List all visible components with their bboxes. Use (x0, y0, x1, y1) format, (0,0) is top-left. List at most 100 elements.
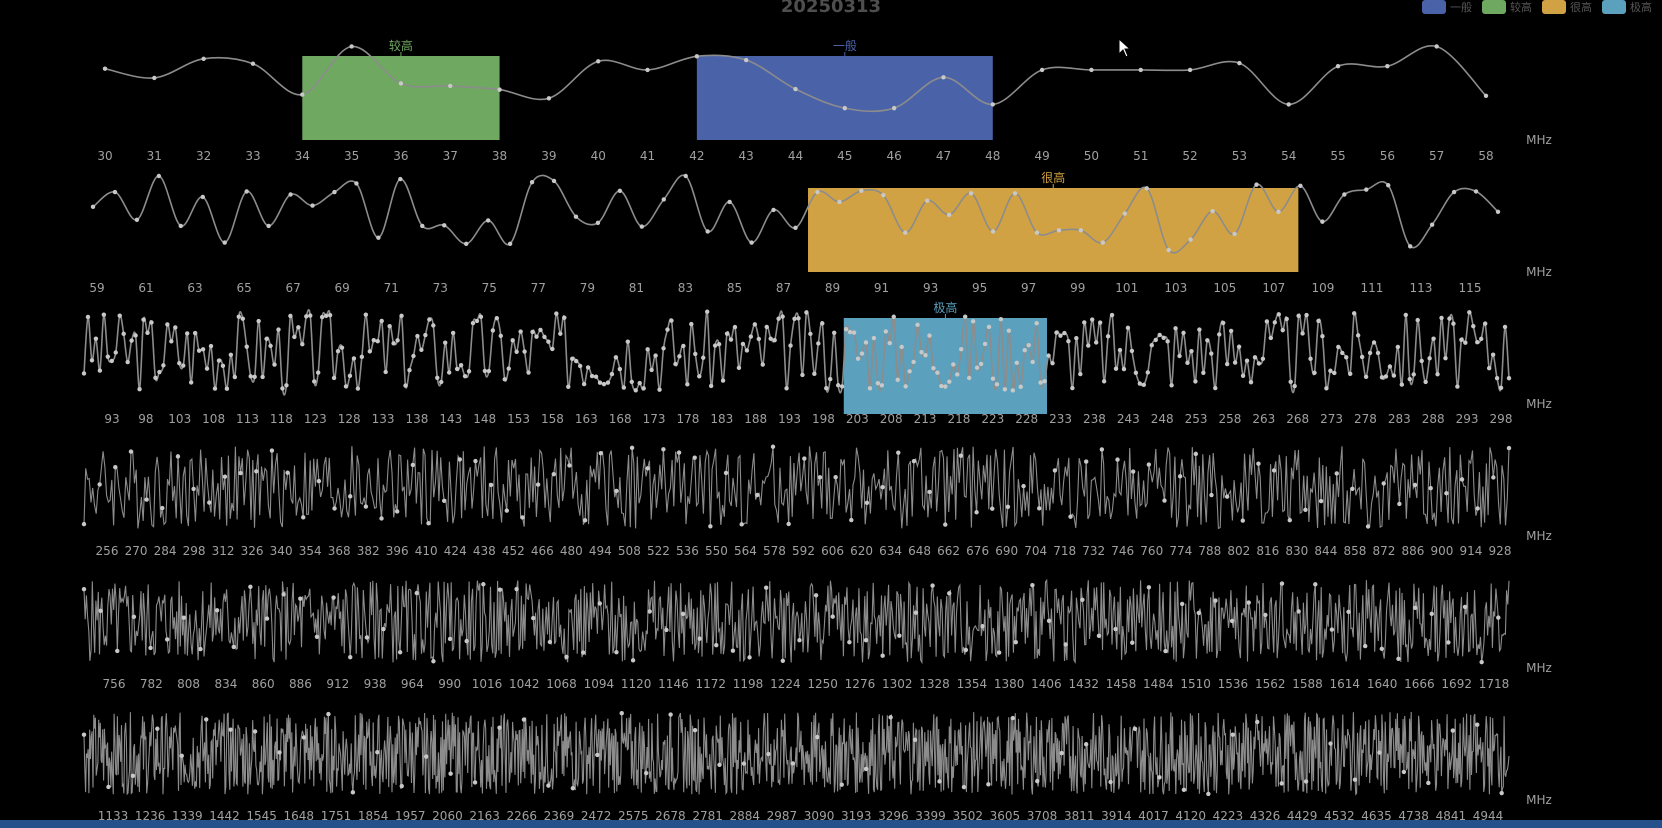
data-point (284, 383, 289, 388)
data-point (1237, 60, 1242, 66)
data-point (1403, 312, 1408, 318)
legend-label: 很高 (1570, 1, 1592, 14)
data-point (478, 314, 484, 320)
data-point (332, 189, 337, 195)
mouse-cursor-icon (1118, 38, 1132, 58)
data-point (815, 734, 820, 740)
x-tick-label: 830 (1285, 544, 1308, 558)
x-tick-label: 85 (727, 281, 742, 295)
x-tick-label: 270 (125, 544, 148, 558)
data-point (1350, 486, 1355, 492)
data-point (1240, 373, 1246, 378)
data-point (175, 454, 181, 459)
data-point (81, 586, 87, 592)
x-tick-label: 382 (357, 544, 380, 558)
data-point (244, 344, 249, 349)
data-point (173, 325, 178, 330)
x-tick-label: 163 (575, 412, 598, 426)
x-tick-label: 53 (1232, 149, 1247, 163)
data-point (1113, 366, 1119, 371)
data-point (443, 340, 448, 345)
data-point (200, 347, 206, 352)
data-point (131, 614, 137, 620)
data-point (331, 595, 336, 600)
data-point (403, 383, 408, 388)
data-point (514, 349, 519, 354)
data-point (535, 482, 541, 487)
x-tick-label: 59 (89, 281, 104, 295)
data-point (332, 506, 337, 511)
x-tick-label: 634 (879, 544, 902, 558)
data-point (504, 508, 510, 513)
x-tick-label: 128 (338, 412, 361, 426)
data-point (268, 343, 273, 349)
x-tick-label: 273 (1320, 412, 1343, 426)
data-point (106, 784, 111, 790)
data-point (85, 314, 91, 320)
x-tick-label: 732 (1082, 544, 1105, 558)
data-point (714, 642, 719, 648)
x-tick-label: 1094 (584, 677, 615, 691)
data-point (312, 379, 317, 384)
data-point (879, 383, 885, 388)
data-point (1169, 383, 1174, 388)
legend-item[interactable]: 一般 (1422, 0, 1472, 14)
x-tick-label: 283 (1388, 412, 1411, 426)
x-tick-label: 148 (473, 412, 496, 426)
data-point (903, 230, 908, 235)
legend-item[interactable]: 较高 (1482, 0, 1532, 14)
data-point (117, 313, 122, 318)
data-point (793, 225, 798, 230)
data-point (1056, 228, 1062, 233)
x-tick-label: 578 (763, 544, 786, 558)
data-point (326, 711, 331, 717)
x-tick-label: 2987 (767, 809, 798, 823)
data-point (1125, 325, 1131, 331)
data-point (546, 339, 551, 344)
data-point (701, 355, 706, 360)
data-point (1209, 492, 1214, 498)
data-point (664, 627, 669, 633)
x-tick-label: 648 (908, 544, 931, 558)
x-tick-label: 522 (647, 544, 670, 558)
data-point (1052, 468, 1058, 473)
data-point (1173, 326, 1178, 331)
legend-item[interactable]: 极高 (1602, 0, 1652, 14)
data-point (397, 650, 403, 655)
data-point (1260, 356, 1266, 361)
data-point (1459, 337, 1464, 343)
data-point (1255, 719, 1260, 725)
x-tick-label: 47 (936, 149, 951, 163)
x-tick-label: 452 (502, 544, 525, 558)
chart-panel-5: 756 782 808 834 860 886 912 938 964 990 1016 1042 10… (81, 578, 1552, 691)
data-point (923, 352, 928, 358)
x-tick-label: 87 (776, 281, 791, 295)
data-point (832, 330, 837, 335)
x-tick-label: 312 (212, 544, 235, 558)
data-point (529, 179, 535, 185)
data-point (720, 378, 726, 383)
x-tick-label: 704 (1024, 544, 1047, 558)
data-point (1450, 728, 1455, 733)
data-point (1144, 186, 1149, 191)
legend-item[interactable]: 很高 (1542, 0, 1592, 14)
data-point (1318, 498, 1324, 504)
data-point (1316, 318, 1321, 324)
data-point (1308, 356, 1313, 361)
data-point (224, 386, 230, 391)
x-tick-label: 93 (923, 281, 938, 295)
data-point (847, 639, 852, 645)
data-point (1386, 183, 1391, 188)
data-point (581, 381, 587, 387)
data-point (1054, 330, 1059, 335)
data-point (97, 368, 103, 373)
x-tick-label: 50 (1084, 149, 1099, 163)
data-point (526, 370, 531, 375)
data-point (943, 384, 948, 389)
data-point (419, 347, 424, 353)
data-point (899, 344, 904, 350)
x-tick-label: 4017 (1138, 809, 1169, 823)
data-point (843, 326, 849, 332)
x-tick-label: 115 (1459, 281, 1482, 295)
data-point (431, 659, 436, 664)
